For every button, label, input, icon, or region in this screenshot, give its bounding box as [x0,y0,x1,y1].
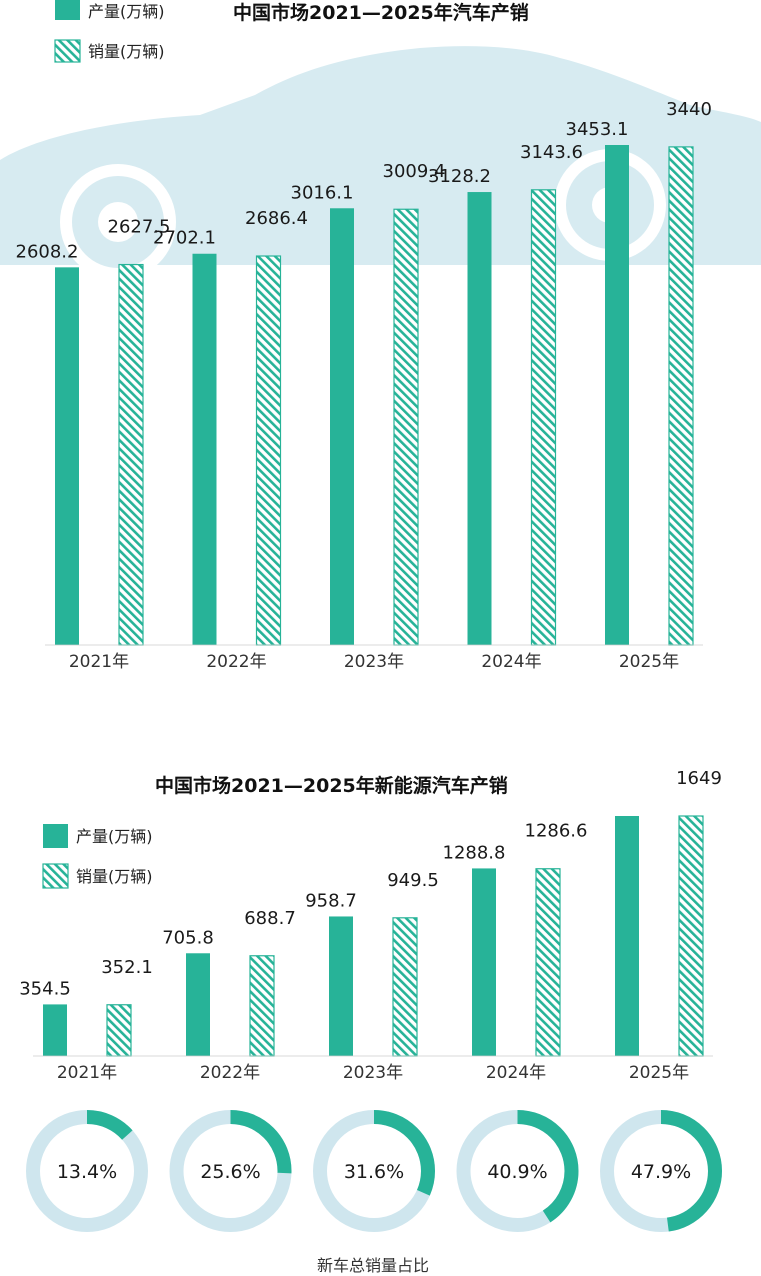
value-label-sales-2023: 949.5 [387,870,439,891]
bar-sales-2022 [255,255,282,646]
legend-label-production: 产量(万辆) [88,2,165,21]
x-tick-label: 2024年 [486,1063,546,1083]
bar-production-2023 [329,916,353,1056]
chart-title: 中国市场2021—2025年汽车产销 [233,1,529,24]
value-label-sales-2022: 2686.4 [245,208,308,229]
donut-value-arc-2023 [313,1110,435,1232]
legend-label-sales: 销量(万辆) [76,867,153,886]
legend-swatch-sales [42,863,69,889]
donut-percent-label-2025: 47.9% [631,1161,691,1183]
x-tick-label: 2023年 [344,652,404,672]
chart-title: 中国市场2021—2025年新能源汽车产销 [155,774,508,797]
bar-sales-2025 [668,146,694,646]
legend-label-sales: 销量(万辆) [88,42,165,61]
chart-auto-production-sales: 中国市场2021—2025年汽车产销 产量(万辆) 销量(万辆) 2608.22… [0,0,761,672]
value-label-sales-2021: 352.1 [101,957,153,978]
value-label-sales-2021: 2627.5 [108,217,171,238]
donut-percent-label-2022: 25.6% [200,1161,260,1183]
value-label-sales-2024: 1286.6 [525,821,588,842]
bar-sales-2025 [678,815,704,1057]
legend-label-production: 产量(万辆) [76,827,153,846]
bars: 2608.2 2627.5 2021年 2702.1 2686.4 2022年 3016.1… [16,99,712,672]
value-label-production-2022: 2702.1 [153,228,216,249]
value-label-sales-2024: 3143.6 [520,142,583,163]
value-label-sales-2022: 688.7 [244,908,296,929]
bar-production-2024 [472,868,496,1056]
bar-production-2025 [615,816,639,1056]
x-tick-label: 2021年 [69,652,129,672]
bar-production-2022 [192,253,217,646]
x-tick-label: 2025年 [619,652,679,672]
x-tick-label: 2022年 [200,1063,260,1083]
value-label-production-2023: 3016.1 [291,182,354,203]
bar-production-2021 [55,267,79,645]
bar-sales-2023 [392,917,418,1057]
donut-caption: 新车总销量占比 [317,1256,429,1275]
donut-percent-label-2023: 31.6% [344,1161,404,1183]
legend-swatch-production [43,824,68,848]
x-tick-label: 2023年 [343,1063,403,1083]
value-label-production-2021: 2608.2 [16,241,79,262]
x-tick-label: 2024年 [481,652,541,672]
legend-swatch-production [55,0,80,20]
value-label-production-2023: 958.7 [305,890,357,911]
donut-value-arc-2021 [26,1110,148,1232]
bar-production-2022 [186,953,210,1056]
car-silhouette-decoration [0,46,761,280]
x-tick-label: 2021年 [57,1063,117,1083]
bar-sales-2024 [535,868,561,1057]
bar-sales-2022 [249,955,275,1057]
bars: 354.5 352.1 2021年 705.8 688.7 2022年 958.7 949.5… [19,768,722,1083]
legend: 产量(万辆) 销量(万辆) [42,824,153,889]
donut-percent-label-2024: 40.9% [487,1161,547,1183]
legend: 产量(万辆) 销量(万辆) [54,0,165,63]
bar-sales-2024 [530,189,557,646]
bar-production-2023 [330,208,354,645]
bar-production-2025 [605,145,629,645]
legend-swatch-sales [54,39,81,63]
value-label-production-2025: 3453.1 [566,119,629,140]
bar-sales-2021 [118,263,144,646]
value-label-production-2024: 1288.8 [443,842,506,863]
value-label-production-2022: 705.8 [162,927,214,948]
bar-production-2021 [43,1004,67,1056]
chart-nev-production-sales: 中国市场2021—2025年新能源汽车产销 产量(万辆) 销量(万辆) 354.… [19,768,722,1083]
donut-share-charts: 13.4% 25.6% 31.6% 40.9% 47.9% 新车总销量占比 [26,1110,722,1275]
value-label-production-2024: 3128.2 [428,166,491,187]
value-label-sales-2025: 1649 [676,768,722,789]
value-label-sales-2023: 3009.4 [383,161,446,182]
value-label-production-2021: 354.5 [19,978,71,999]
bar-sales-2023 [393,208,419,646]
x-tick-label: 2025年 [629,1063,689,1083]
value-label-sales-2025: 3440 [666,99,712,120]
x-tick-label: 2022年 [206,652,266,672]
donut-value-arc-2025 [600,1110,722,1232]
bar-production-2024 [467,192,492,645]
donut-value-arc-2022 [169,1110,292,1232]
bar-sales-2021 [106,1004,132,1057]
donut-percent-label-2021: 13.4% [57,1161,117,1183]
donut-value-arc-2024 [456,1110,579,1232]
